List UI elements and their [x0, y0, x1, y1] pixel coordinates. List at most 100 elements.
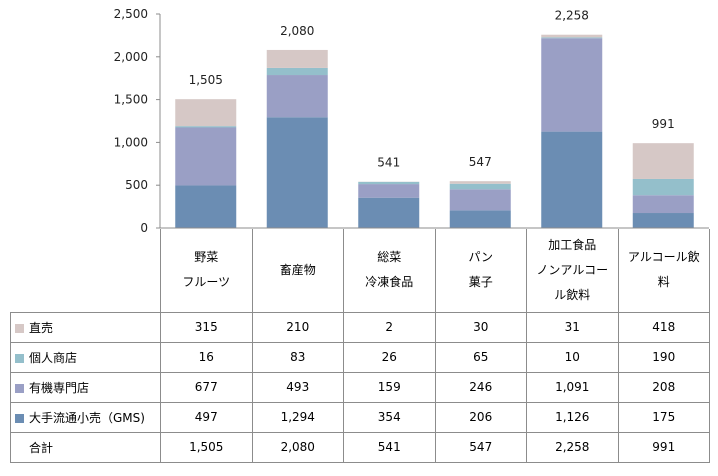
bar-segment [632, 178, 694, 196]
bar-segment [449, 189, 511, 211]
y-tick-label: 500 [125, 178, 148, 192]
category-label-line: 野菜 [194, 250, 219, 265]
table-row: 有機専門店 677 493 159 246 1,091 208 [10, 371, 710, 403]
bar-segment [358, 181, 420, 185]
row-header: 直売 [10, 311, 161, 343]
y-tick-label: 2,500 [114, 7, 148, 21]
table-cell: 30 [434, 311, 527, 343]
row-header: 合計 [10, 431, 161, 463]
bar-segment [449, 181, 511, 184]
category-label-line: ル飲料 [554, 287, 591, 302]
legend-swatch [15, 413, 24, 423]
table-cell: 354 [343, 401, 436, 433]
table-cell: 159 [343, 371, 436, 403]
category-label: 野菜 フルーツ [160, 229, 253, 313]
table-cell: 1,126 [526, 401, 619, 433]
y-tick-label: 1,000 [114, 135, 148, 149]
total-label: 541 [377, 156, 400, 170]
table-cell: 190 [617, 341, 710, 373]
table-cell: 16 [160, 341, 253, 373]
table-cell: 1,294 [251, 401, 344, 433]
table-cell: 206 [434, 401, 527, 433]
bar-segment [266, 75, 328, 118]
category-label-line: 料 [657, 275, 670, 290]
y-tick-label: 2,000 [114, 50, 148, 64]
y-tick-label: 1,500 [114, 93, 148, 107]
table-cell: 541 [343, 431, 436, 463]
table-cell: 210 [251, 311, 344, 343]
table-cell: 2,080 [251, 431, 344, 463]
row-header: 大手流通小売（GMS) [10, 401, 161, 433]
table-cell: 497 [160, 401, 253, 433]
table-cell: 1,091 [526, 371, 619, 403]
category-label-line: アルコール飲 [627, 250, 700, 265]
bar-segment [358, 184, 420, 198]
bar-segment [632, 195, 694, 214]
table-cell: 418 [617, 311, 710, 343]
table-cell: 315 [160, 311, 253, 343]
legend-swatch [15, 383, 24, 393]
table-cell: 83 [251, 341, 344, 373]
legend-swatch [15, 323, 24, 333]
table-cell: 493 [251, 371, 344, 403]
table-cell: 547 [434, 431, 527, 463]
bar-segment [541, 34, 603, 38]
table-cell: 2 [343, 311, 436, 343]
row-label: 有機専門店 [29, 380, 90, 395]
total-label: 547 [469, 155, 492, 169]
category-label-line: ノンアルコー [536, 262, 609, 277]
total-label: 1,505 [189, 73, 223, 87]
data-table: 野菜 フルーツ 畜産物 総菜 冷凍食品 パン 菓子 加工食品 ノンアルコー ル飲料 アルコール飲料直… [10, 229, 710, 463]
bar-segment [358, 197, 420, 228]
stacked-bar-chart: 0 500 1,000 1,500 2,000 2,500 1,505 2,080 541 547… [114, 7, 709, 235]
bar-segment [266, 117, 328, 228]
category-label-line: フルーツ [182, 275, 231, 290]
category-label: 加工食品 ノンアルコー ル飲料 [526, 229, 619, 313]
row-label: 個人商店 [29, 350, 78, 365]
bar-segment [632, 143, 694, 179]
bar-segment [449, 210, 511, 228]
total-label: 2,080 [280, 24, 314, 38]
category-label-line: 総菜 [377, 250, 402, 265]
category-label-line: パン [468, 250, 494, 265]
table-row: 合計 1,505 2,080 541 547 2,258 991 [10, 431, 710, 463]
table-row: 直売 315 210 2 30 31 418 [10, 311, 710, 343]
bar-segment [175, 99, 237, 127]
table-cell: 246 [434, 371, 527, 403]
table-cell: 175 [617, 401, 710, 433]
row-header: 個人商店 [10, 341, 161, 373]
table-cell: 208 [617, 371, 710, 403]
table-cell: 677 [160, 371, 253, 403]
row-label: 大手流通小売（GMS) [29, 410, 145, 425]
table-cell: 31 [526, 311, 619, 343]
row-header: 有機専門店 [10, 371, 161, 403]
table-row: 大手流通小売（GMS) 497 1,294 354 206 1,126 175 [10, 401, 710, 433]
y-tick-label: 0 [140, 221, 148, 235]
category-label: パン 菓子 [434, 229, 527, 313]
table-cell: 26 [343, 341, 436, 373]
bar-segment [541, 38, 603, 132]
total-label: 991 [652, 117, 675, 131]
category-label: アルコール飲料 [617, 229, 710, 313]
category-label: 畜産物 [251, 229, 344, 313]
table-cell: 1,505 [160, 431, 253, 463]
bar-segment [266, 49, 328, 68]
category-label-line: 菓子 [468, 275, 493, 290]
table-row: 個人商店 16 83 26 65 10 190 [10, 341, 710, 373]
bar-segment [175, 126, 237, 128]
legend-swatch [15, 353, 24, 363]
bar-segment [632, 213, 694, 228]
bar-segment [449, 183, 511, 190]
bar-segment [541, 131, 603, 228]
bar-segment [541, 37, 603, 39]
table-corner [11, 229, 161, 312]
table-cell: 991 [617, 431, 710, 463]
bar-segment [175, 185, 237, 228]
row-label: 合計 [29, 440, 54, 455]
table-cell: 2,258 [526, 431, 619, 463]
bar-segment [266, 67, 328, 76]
category-label-line: 冷凍食品 [365, 275, 414, 290]
total-label: 2,258 [555, 9, 589, 23]
row-label: 直売 [29, 320, 54, 335]
category-label: 総菜 冷凍食品 [343, 229, 436, 313]
